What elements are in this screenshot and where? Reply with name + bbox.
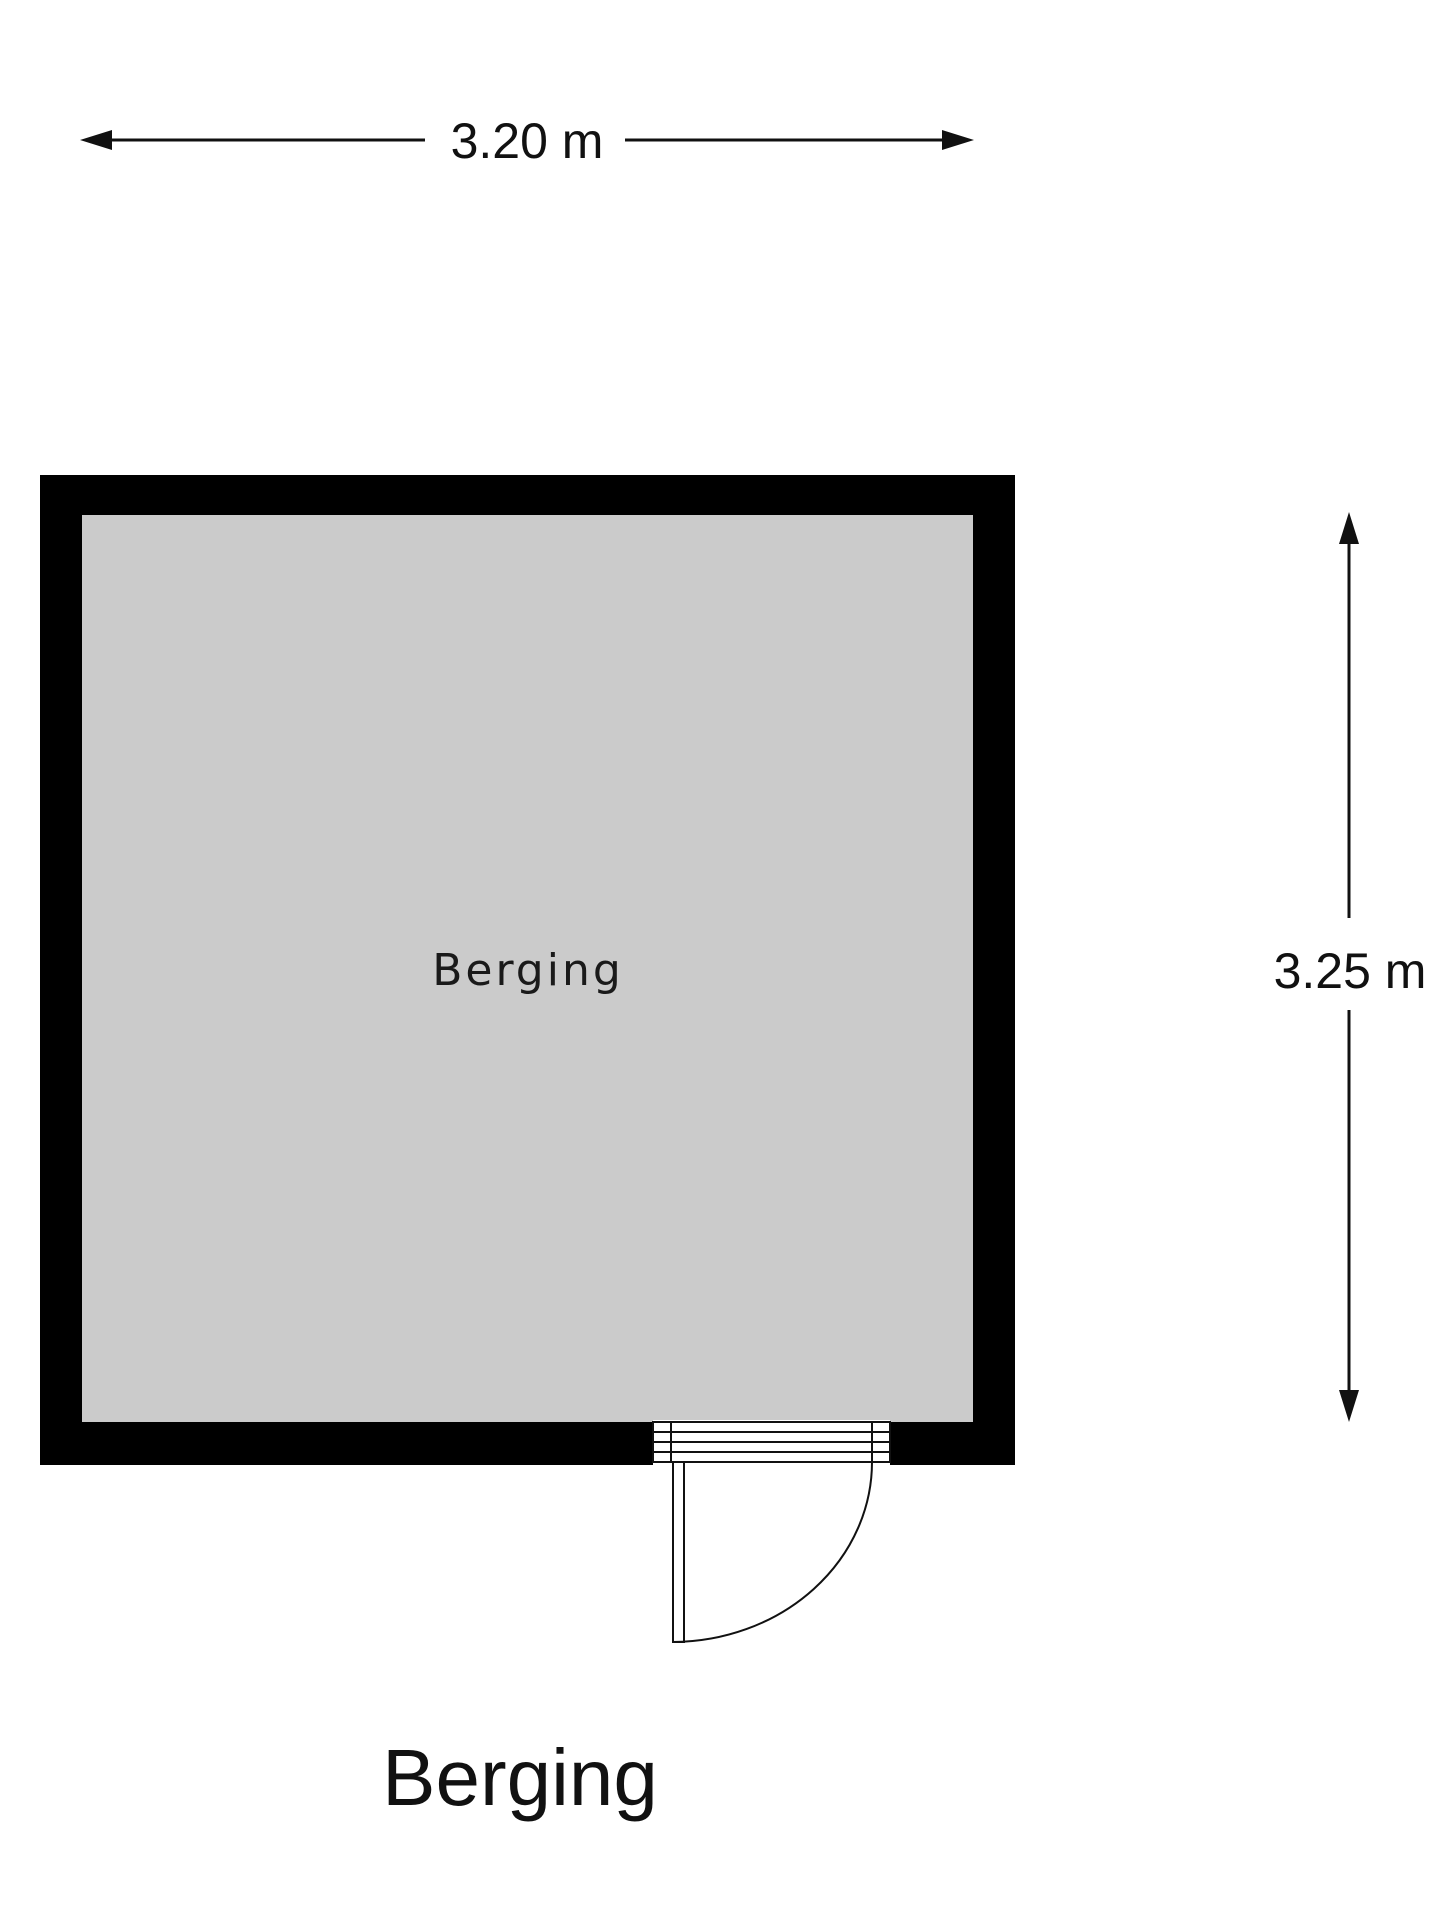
arrow-up-icon: [1339, 512, 1359, 544]
room-berging: Berging: [40, 475, 1015, 1465]
room-label: Berging: [432, 945, 624, 996]
arrow-right-icon: [942, 130, 974, 150]
plan-title: Berging: [382, 1733, 658, 1822]
arrow-left-icon: [80, 130, 112, 150]
width-dimension: 3.20 m: [80, 113, 974, 169]
door-swing-icon: [672, 1461, 685, 1643]
door-swing-arc: [672, 1461, 873, 1643]
arrow-down-icon: [1339, 1390, 1359, 1422]
height-dimension-label: 3.25 m: [1274, 943, 1427, 999]
height-dimension: 3.25 m: [1274, 512, 1427, 1422]
room-floor: [82, 515, 973, 1422]
door: [652, 1420, 891, 1643]
width-dimension-label: 3.20 m: [451, 113, 604, 169]
